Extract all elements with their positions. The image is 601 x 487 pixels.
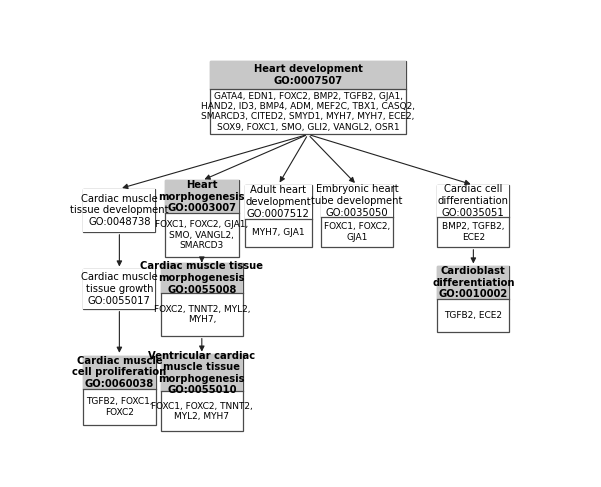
FancyBboxPatch shape: [161, 262, 243, 336]
FancyBboxPatch shape: [161, 355, 243, 392]
Text: GATA4, EDN1, FOXC2, BMP2, TGFB2, GJA1,
HAND2, ID3, BMP4, ADM, MEF2C, TBX1, CASQ2: GATA4, EDN1, FOXC2, BMP2, TGFB2, GJA1, H…: [201, 92, 415, 132]
FancyBboxPatch shape: [438, 266, 510, 299]
Text: Cardiac muscle tissue
morphogenesis
GO:0055008: Cardiac muscle tissue morphogenesis GO:0…: [140, 262, 263, 295]
FancyBboxPatch shape: [321, 185, 393, 247]
Text: MYH7, GJA1: MYH7, GJA1: [252, 228, 305, 238]
Text: Cardiac muscle
cell proliferation
GO:0060038: Cardiac muscle cell proliferation GO:006…: [72, 356, 166, 389]
FancyBboxPatch shape: [165, 181, 239, 213]
Text: Heart
morphogenesis
GO:0003007: Heart morphogenesis GO:0003007: [159, 180, 245, 213]
FancyBboxPatch shape: [245, 185, 311, 219]
Text: TGFB2, FOXC1,
FOXC2: TGFB2, FOXC1, FOXC2: [86, 397, 153, 417]
Text: Ventricular cardiac
muscle tissue
morphogenesis
GO:0055010: Ventricular cardiac muscle tissue morpho…: [148, 351, 255, 395]
Text: FOXC1, FOXC2,
GJA1: FOXC1, FOXC2, GJA1: [324, 223, 390, 242]
FancyBboxPatch shape: [438, 185, 510, 247]
FancyBboxPatch shape: [245, 185, 311, 247]
Text: Cardiac cell
differentiation
GO:0035051: Cardiac cell differentiation GO:0035051: [438, 185, 509, 218]
FancyBboxPatch shape: [84, 189, 156, 232]
FancyBboxPatch shape: [321, 185, 393, 217]
Text: Adult heart
development
GO:0007512: Adult heart development GO:0007512: [245, 186, 311, 219]
FancyBboxPatch shape: [84, 189, 156, 232]
FancyBboxPatch shape: [210, 61, 406, 89]
FancyBboxPatch shape: [438, 266, 510, 332]
Text: BMP2, TGFB2,
ECE2: BMP2, TGFB2, ECE2: [442, 223, 505, 242]
FancyBboxPatch shape: [438, 185, 510, 217]
Text: TGFB2, ECE2: TGFB2, ECE2: [444, 311, 502, 320]
FancyBboxPatch shape: [82, 356, 156, 389]
FancyBboxPatch shape: [210, 61, 406, 134]
FancyBboxPatch shape: [161, 355, 243, 431]
Text: FOXC1, FOXC2, GJA1,
SMO, VANGL2,
SMARCD3: FOXC1, FOXC2, GJA1, SMO, VANGL2, SMARCD3: [155, 220, 248, 250]
Text: Cardioblast
differentiation
GO:0010002: Cardioblast differentiation GO:0010002: [432, 266, 514, 300]
FancyBboxPatch shape: [84, 269, 156, 309]
FancyBboxPatch shape: [161, 262, 243, 293]
Text: Cardiac muscle
tissue growth
GO:0055017: Cardiac muscle tissue growth GO:0055017: [81, 272, 157, 306]
Text: FOXC1, FOXC2, TNNT2,
MYL2, MYH7: FOXC1, FOXC2, TNNT2, MYL2, MYH7: [151, 402, 252, 421]
Text: Embryonic heart
tube development
GO:0035050: Embryonic heart tube development GO:0035…: [311, 185, 403, 218]
FancyBboxPatch shape: [82, 356, 156, 425]
FancyBboxPatch shape: [84, 269, 156, 309]
Text: FOXC2, TNNT2, MYL2,
MYH7,: FOXC2, TNNT2, MYL2, MYH7,: [154, 305, 250, 324]
Text: Cardiac muscle
tissue development
GO:0048738: Cardiac muscle tissue development GO:004…: [70, 194, 169, 227]
FancyBboxPatch shape: [165, 181, 239, 257]
Text: Heart development
GO:0007507: Heart development GO:0007507: [254, 64, 362, 86]
